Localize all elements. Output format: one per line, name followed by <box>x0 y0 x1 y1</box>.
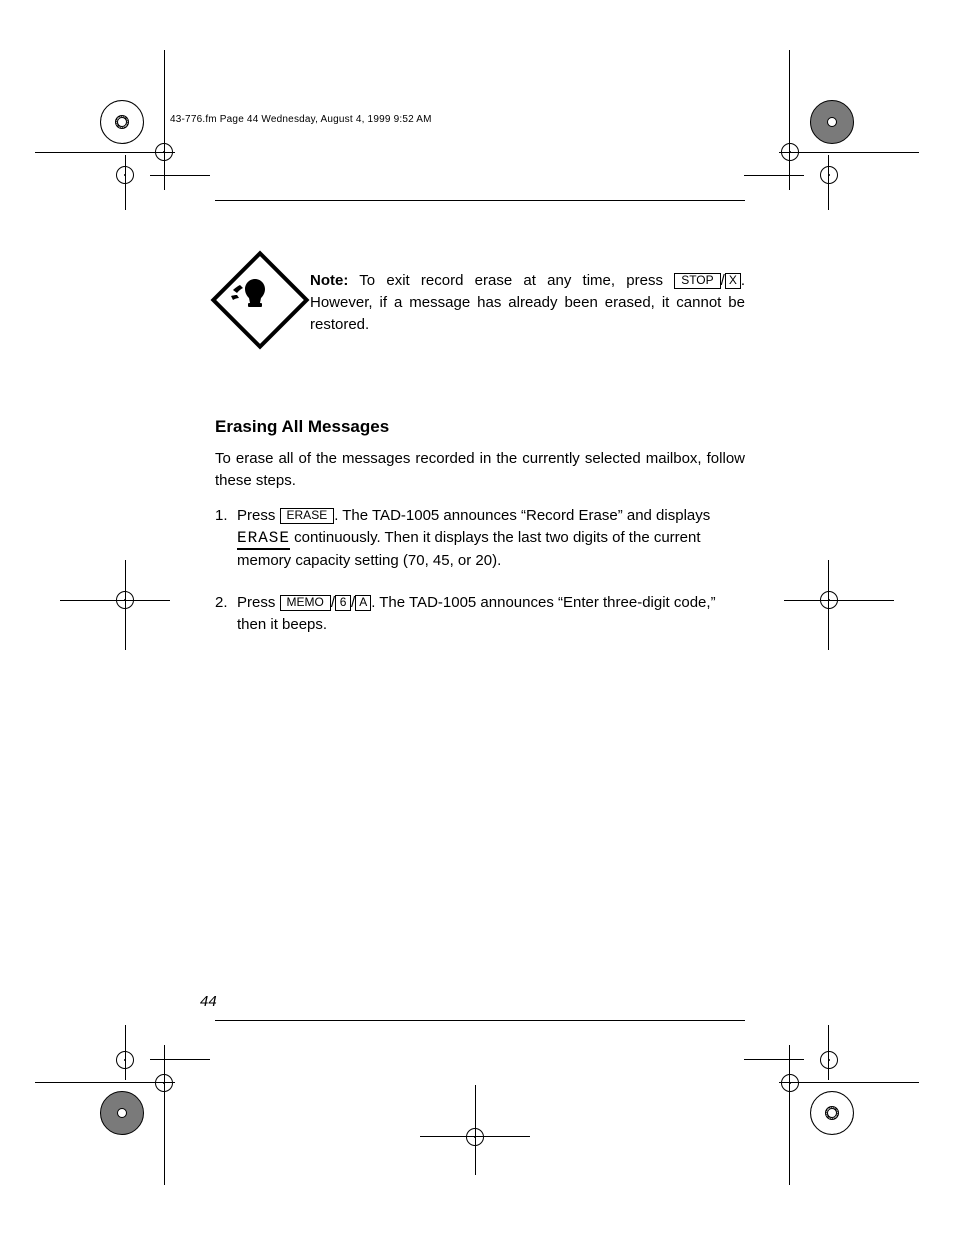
key-a: A <box>355 595 371 611</box>
regmark-bottom-left <box>0 1015 220 1235</box>
erase-all-intro: To erase all of the messages recorded in… <box>215 448 745 492</box>
regmark-mid-left <box>60 560 180 680</box>
page-number: 44 <box>200 993 217 1010</box>
step-1-c: continuously. Then it displays the last … <box>237 529 701 569</box>
regmark-bottom-center <box>420 1055 540 1175</box>
note-body-1: To exit record erase at any time, press <box>348 272 674 289</box>
regmark-top-left <box>0 0 220 220</box>
note-lead: Note: <box>310 272 348 289</box>
regmark-top-right <box>734 0 954 220</box>
step-2-number: 2. <box>215 592 237 644</box>
regmark-bottom-right <box>734 1015 954 1235</box>
step-1-number: 1. <box>215 505 237 580</box>
key-stop: STOP <box>674 273 720 289</box>
content: Note: To exit record erase at any time, … <box>215 270 745 656</box>
regmark-mid-right <box>774 560 894 680</box>
note-paragraph: Note: To exit record erase at any time, … <box>215 270 745 335</box>
steps-list: 1. Press ERASE. The TAD-1005 announces “… <box>215 505 745 643</box>
step-2: 2. Press MEMO/6/A. The TAD-1005 announce… <box>215 592 745 644</box>
step-1: 1. Press ERASE. The TAD-1005 announces “… <box>215 505 745 580</box>
key-x: X <box>725 273 741 289</box>
key-erase: ERASE <box>280 508 335 524</box>
step-2-a: Press <box>237 594 280 611</box>
page-root: { "meta": { "header_text": "43-776.fm Pa… <box>0 0 954 1235</box>
heading-erase-all: Erasing All Messages <box>215 415 745 440</box>
lcd-erase: ERASE <box>237 529 290 550</box>
key-memo: MEMO <box>280 595 331 611</box>
header-meta: 43-776.fm Page 44 Wednesday, August 4, 1… <box>170 114 432 125</box>
bottom-rule <box>215 1020 745 1021</box>
step-1-a: Press <box>237 507 280 524</box>
top-rule <box>215 200 745 201</box>
step-1-b: . The TAD-1005 announces “Record Erase” … <box>334 507 710 524</box>
key-6: 6 <box>335 595 351 611</box>
